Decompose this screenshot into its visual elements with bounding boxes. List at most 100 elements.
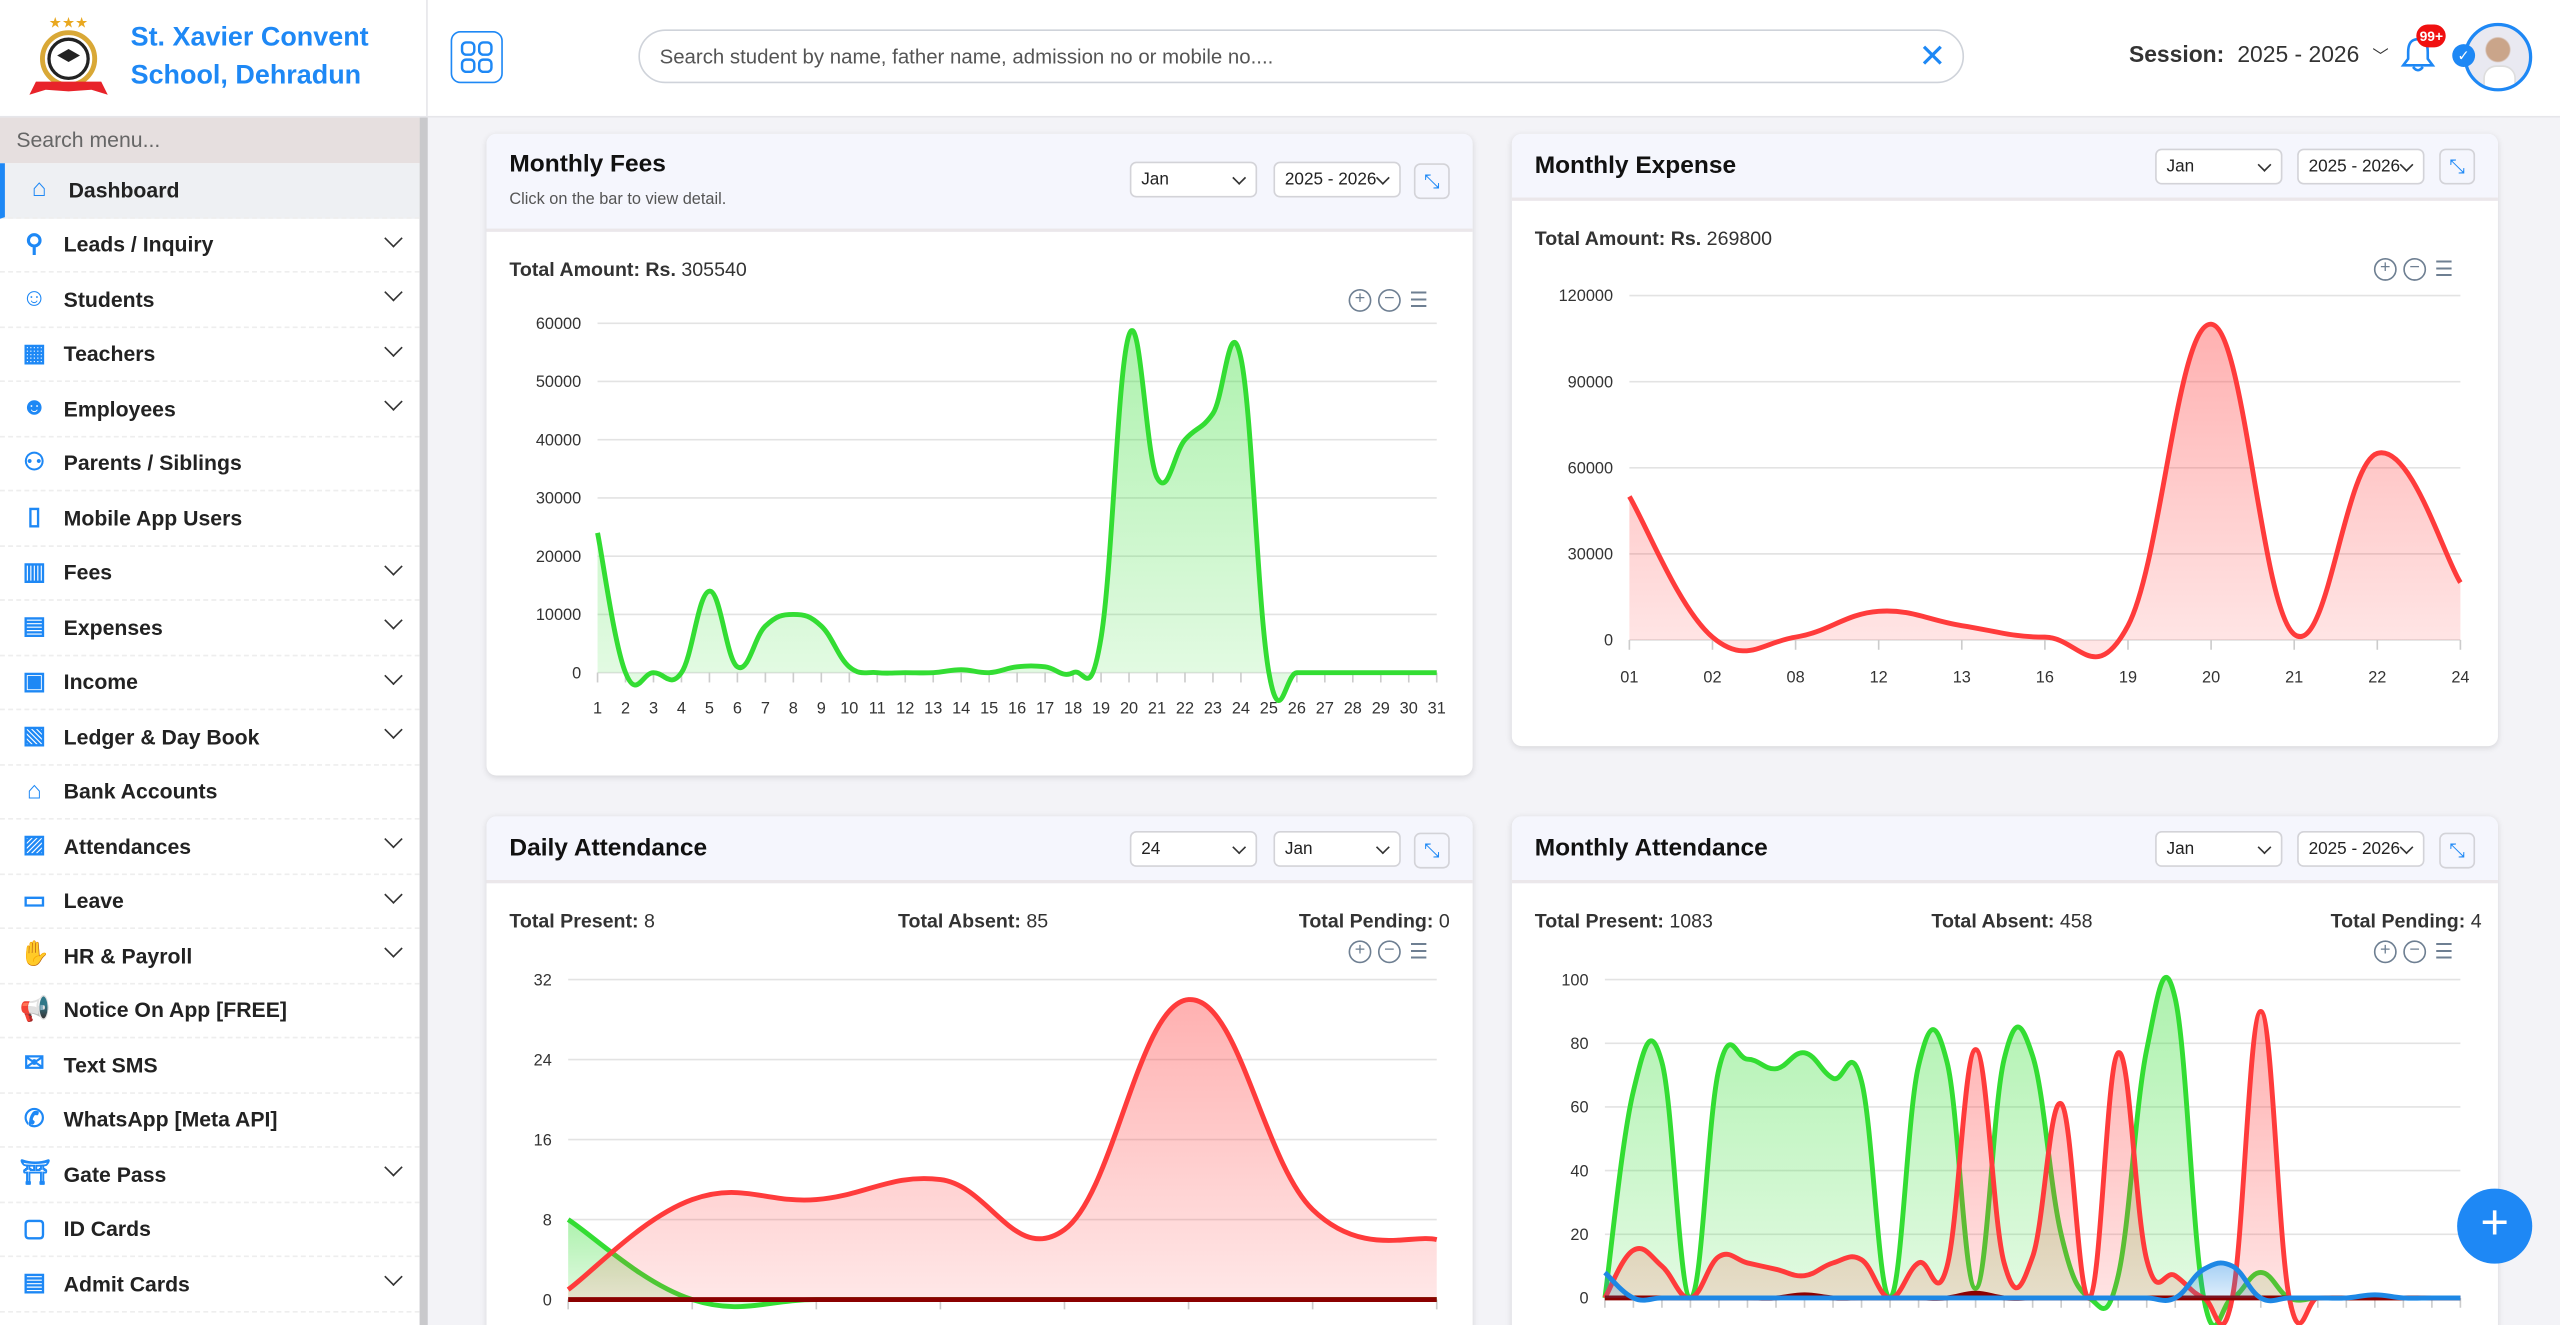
sidebar-item-attendances[interactable]: ▨ Attendances: [0, 820, 420, 875]
series-0-line[interactable]: [1627, 321, 2463, 660]
x-tick-label: 13: [1953, 668, 1971, 686]
zoom-in-icon[interactable]: +: [2373, 940, 2397, 964]
zoom-in-icon[interactable]: +: [1348, 288, 1372, 312]
apps-grid-button[interactable]: [450, 31, 503, 84]
megaphone-icon: 📢: [19, 995, 51, 1024]
value: 0: [1438, 909, 1450, 933]
zoom-out-icon[interactable]: −: [2403, 940, 2427, 964]
x-tick-label: 10: [840, 699, 858, 717]
zoom-in-icon[interactable]: +: [2373, 257, 2397, 281]
session-select[interactable]: 2025 - 2026: [2297, 148, 2425, 185]
sidebar-item-notice-on-app-free[interactable]: 📢 Notice On App [FREE]: [0, 984, 420, 1039]
sidebar-item-leave[interactable]: ▭ Leave: [0, 874, 420, 929]
students-icon: ☺: [21, 284, 47, 313]
sidebar-item-mobile-app-users[interactable]: ▯ Mobile App Users: [0, 491, 420, 547]
sidebar-item-whatsapp-meta-api[interactable]: ✆ WhatsApp [Meta API]: [0, 1093, 420, 1148]
collapse-icon[interactable]: ⤡: [2439, 148, 2476, 185]
sidebar-item-ledger-day-book[interactable]: ▧ Ledger & Day Book: [0, 710, 420, 765]
x-tick-label: 20: [1120, 699, 1138, 717]
total-pending: Total Pending: 0: [1299, 909, 1450, 932]
session-selector[interactable]: Session: 2025 - 2026 ﹀: [2129, 41, 2389, 67]
chart-toolbar: + − ☰: [1348, 938, 1431, 964]
x-tick-label: 21: [1148, 699, 1166, 717]
zoom-out-icon[interactable]: −: [1377, 288, 1401, 312]
sidebar-item-label: Admit Cards: [63, 1271, 190, 1296]
month-select[interactable]: Jan: [2155, 148, 2283, 185]
sidebar-item-dashboard[interactable]: ⌂ Dashboard: [0, 163, 420, 218]
zoom-out-icon[interactable]: −: [2403, 257, 2427, 281]
x-tick-label: 19: [1092, 699, 1110, 717]
sidebar-item-id-cards[interactable]: ▢ ID Cards: [0, 1202, 420, 1258]
clear-search-icon[interactable]: ✕: [1918, 39, 1947, 76]
menu-icon[interactable]: ☰: [2434, 938, 2454, 964]
school-logo[interactable]: ★★★: [26, 13, 111, 104]
sidebar-item-leads-inquiry[interactable]: ⚲ Leads / Inquiry: [0, 218, 420, 273]
y-tick-label: 80: [1570, 1035, 1588, 1053]
sidebar-item-label: Dashboard: [68, 177, 180, 203]
sidebar-item-fees[interactable]: ▥ Fees: [0, 546, 420, 601]
monthly-attendance-chart[interactable]: 0 20 40 60 80 100: [1512, 816, 2498, 1325]
y-tick-label: 30000: [1568, 546, 1613, 564]
session-select[interactable]: 2025 - 2026: [1273, 161, 1401, 198]
x-tick-label: 12: [896, 699, 914, 717]
sidebar: Search menu... ⌂ Dashboard ⚲ Leads / Inquir…: [0, 117, 428, 1325]
sidebar-item-admit-cards[interactable]: ▤ Admit Cards: [0, 1257, 420, 1312]
y-tick-label: 60: [1570, 1099, 1588, 1117]
monthly-expense-chart[interactable]: 0 30000 60000 90000 120000 01 02 08 12 13 16 19 20 21…: [1512, 134, 2498, 746]
x-tick-label: 9: [817, 699, 826, 717]
sidebar-item-students[interactable]: ☺ Students: [0, 273, 420, 328]
collapse-icon[interactable]: ⤡: [2439, 832, 2476, 869]
x-tick-label: 16: [2036, 668, 2054, 686]
sidebar-item-label: Expenses: [63, 615, 163, 640]
collapse-icon[interactable]: ⤡: [1413, 832, 1450, 869]
sidebar-item-gate-pass[interactable]: ⛩ Gate Pass: [0, 1148, 420, 1203]
zoom-in-icon[interactable]: +: [1348, 940, 1372, 964]
sidebar-item-hr-payroll[interactable]: ✋ HR & Payroll: [0, 929, 420, 984]
zoom-out-icon[interactable]: −: [1377, 940, 1401, 964]
series-1-line[interactable]: [566, 997, 1438, 1292]
user-avatar[interactable]: [2463, 22, 2533, 92]
sidebar-item-income[interactable]: ▣ Income: [0, 656, 420, 711]
sidebar-item-parents-siblings[interactable]: ⚇ Parents / Siblings: [0, 437, 420, 492]
y-tick-label: 10000: [536, 606, 581, 624]
series-0-line[interactable]: [595, 328, 1437, 704]
month-select[interactable]: Jan: [1273, 831, 1401, 867]
x-tick-label: 8: [789, 699, 798, 717]
x-tick-label: 6: [733, 699, 742, 717]
whatsapp-icon: ✆: [24, 1104, 45, 1133]
x-tick-label: 27: [1316, 699, 1334, 717]
menu-icon[interactable]: ☰: [2434, 256, 2454, 281]
quick-add-button[interactable]: +: [2457, 1188, 2533, 1264]
menu-icon[interactable]: ☰: [1409, 938, 1429, 964]
id-card-icon: ▢: [22, 1214, 46, 1243]
chart-toolbar: + − ☰: [1348, 287, 1431, 312]
sidebar-item-expenses[interactable]: ▤ Expenses: [0, 601, 420, 656]
value: 8: [644, 909, 655, 933]
daily-attendance-chart[interactable]: 0 8 16 24 32: [487, 816, 1473, 1325]
sidebar-item-employees[interactable]: ☻ Employees: [0, 382, 420, 437]
grid-icon: [460, 41, 493, 74]
session-select[interactable]: 2025 - 2026: [2297, 831, 2425, 867]
session-label: Session:: [2128, 40, 2225, 67]
sidebar-item-label: WhatsApp [Meta API]: [63, 1107, 278, 1132]
collapse-icon[interactable]: ⤡: [1413, 163, 1450, 200]
sidebar-item-teachers[interactable]: ▦ Teachers: [0, 327, 420, 383]
sidebar-item-text-sms[interactable]: ✉ Text SMS: [0, 1038, 420, 1094]
month-select[interactable]: Jan: [1129, 161, 1258, 198]
admit-card-icon: ▤: [22, 1268, 46, 1297]
teachers-icon: ▦: [22, 339, 46, 367]
y-tick-label: 50000: [536, 373, 581, 391]
menu-icon[interactable]: ☰: [1409, 287, 1429, 312]
day-select[interactable]: 24: [1129, 831, 1258, 867]
chevron-down-icon: [384, 720, 403, 740]
x-tick-label: 26: [1288, 699, 1306, 717]
sidebar-item-bank-accounts[interactable]: ⌂ Bank Accounts: [0, 765, 420, 820]
y-tick-label: 40000: [536, 431, 581, 449]
card-title: Monthly Attendance: [1534, 834, 1768, 863]
chevron-down-icon: [384, 829, 403, 849]
month-select[interactable]: Jan: [2155, 831, 2283, 867]
student-search-input[interactable]: Search student by name, father name, adm…: [638, 29, 1965, 84]
ledger-icon: ▧: [22, 722, 46, 750]
menu-search-input[interactable]: Search menu...: [0, 117, 420, 164]
